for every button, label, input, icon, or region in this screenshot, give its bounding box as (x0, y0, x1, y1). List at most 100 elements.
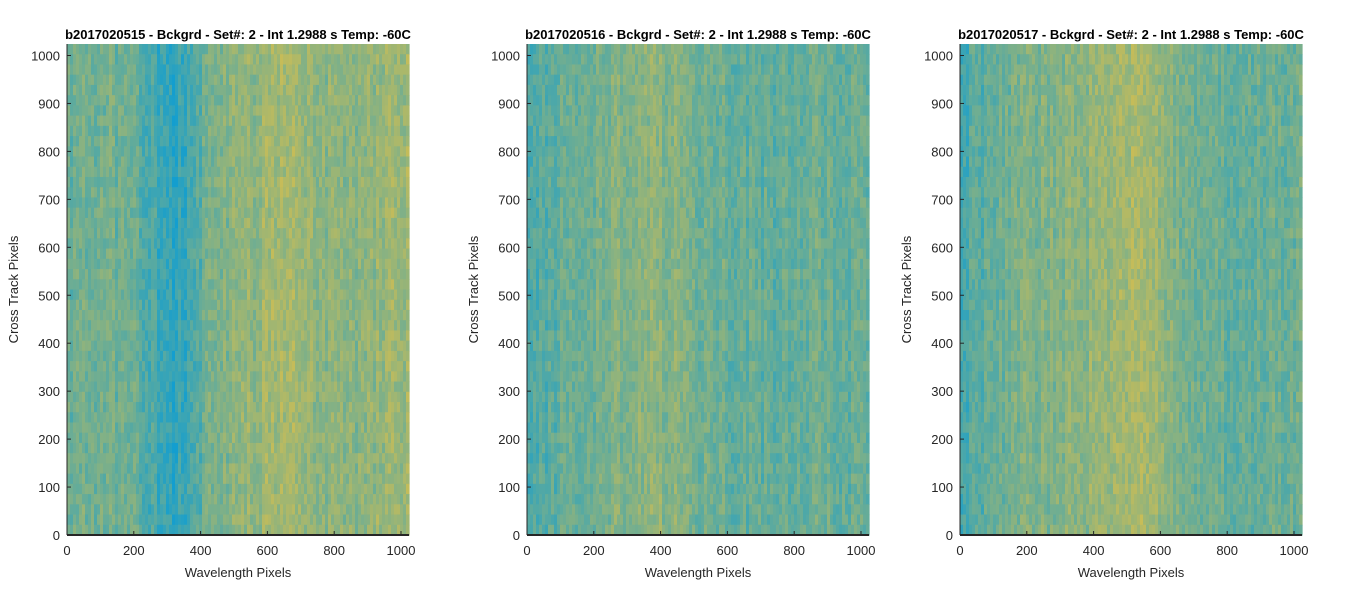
heatmap-cell (97, 64, 101, 76)
heatmap-cell (118, 279, 122, 291)
heatmap-cell (94, 228, 98, 239)
heatmap-cell (130, 44, 134, 55)
heatmap-cell (73, 453, 77, 464)
heatmap-cell (70, 402, 74, 413)
heatmap-cell (106, 115, 110, 127)
heatmap-cell (82, 391, 86, 403)
heatmap-cell (67, 95, 71, 106)
heatmap-cell (70, 320, 74, 332)
heatmap-cell (121, 350, 125, 362)
heatmap-cell (88, 494, 92, 505)
heatmap-cell (103, 217, 107, 229)
heatmap-cell (70, 279, 74, 291)
heatmap-cell (103, 115, 107, 127)
heatmap-cell (115, 309, 119, 321)
heatmap-cell (91, 217, 95, 229)
heatmap-cell (115, 524, 119, 536)
heatmap-cell (109, 197, 113, 209)
heatmap-cell (97, 207, 101, 219)
heatmap-cell (94, 422, 98, 434)
heatmap-cell (76, 473, 80, 485)
heatmap-cell (130, 156, 134, 168)
heatmap-cell (103, 494, 107, 505)
heatmap-cell (124, 350, 128, 362)
heatmap-cell (88, 125, 92, 137)
heatmap-cell (67, 136, 71, 147)
heatmap-cell (127, 84, 131, 96)
heatmap-cell (79, 54, 83, 66)
heatmap-cell (121, 494, 125, 505)
heatmap-cell (94, 524, 98, 536)
heatmap-cell (70, 238, 74, 250)
heatmap-cell (70, 309, 74, 321)
heatmap-cell (118, 350, 122, 362)
heatmap-cell (100, 125, 104, 137)
heatmap-cell (88, 146, 92, 158)
heatmap-cell (76, 402, 80, 413)
heatmap-cell (91, 44, 95, 55)
heatmap-cell (112, 309, 116, 321)
heatmap-cell (100, 74, 104, 86)
heatmap-cell (124, 54, 128, 66)
heatmap-cell (130, 494, 134, 505)
heatmap-cell (103, 391, 107, 403)
heatmap-cell (118, 44, 122, 55)
heatmap-cell (106, 238, 110, 250)
heatmap-cell (130, 166, 134, 178)
heatmap-cell (130, 74, 134, 86)
heatmap-cell (118, 330, 122, 342)
heatmap-cell (85, 391, 89, 403)
heatmap-cell (94, 95, 98, 106)
heatmap-cell (88, 115, 92, 127)
heatmap-cell (103, 432, 107, 444)
heatmap-cell (73, 115, 77, 127)
heatmap-cell (91, 197, 95, 209)
heatmap-cell (130, 381, 134, 393)
heatmap-cell (118, 197, 122, 209)
heatmap-cell (76, 432, 80, 444)
heatmap-cell (73, 463, 77, 475)
heatmap-cell (70, 64, 74, 76)
heatmap-cell (124, 207, 128, 219)
heatmap-cell (76, 514, 80, 526)
heatmap-cell (94, 105, 98, 117)
heatmap-cell (115, 381, 119, 393)
heatmap-cell (70, 391, 74, 403)
heatmap-cell (79, 494, 83, 505)
heatmap-cell (133, 115, 137, 127)
heatmap-cell (88, 74, 92, 86)
heatmap-cell (118, 463, 122, 475)
heatmap-cell (97, 279, 101, 291)
heatmap-cell (115, 330, 119, 342)
heatmap-cell (79, 44, 83, 55)
heatmap-cell (124, 238, 128, 250)
heatmap-cell (94, 453, 98, 464)
heatmap-cell (88, 248, 92, 260)
heatmap-cell (73, 187, 77, 199)
heatmap-cell (85, 248, 89, 260)
heatmap-cell (100, 524, 104, 536)
heatmap-cell (82, 371, 86, 383)
heatmap-cell (73, 391, 77, 403)
heatmap-cell (133, 248, 137, 260)
heatmap-cell (100, 136, 104, 147)
heatmap-cell (94, 269, 98, 280)
heatmap-cell (70, 187, 74, 199)
heatmap-cell (85, 105, 89, 117)
heatmap-cell (76, 44, 80, 55)
heatmap-cell (100, 95, 104, 106)
heatmap-cell (100, 228, 104, 239)
heatmap-cell (112, 340, 116, 352)
heatmap-cell (124, 95, 128, 106)
heatmap-cell (112, 54, 116, 66)
heatmap-cell (124, 187, 128, 199)
heatmap-cell (97, 197, 101, 209)
heatmap-cell (124, 361, 128, 372)
heatmap-cell (100, 483, 104, 495)
heatmap-cell (94, 64, 98, 76)
heatmap-cell (70, 442, 74, 454)
heatmap-cell (100, 432, 104, 444)
heatmap-cell (115, 197, 119, 209)
heatmap-cell (88, 320, 92, 332)
heatmap-cell (130, 207, 134, 219)
